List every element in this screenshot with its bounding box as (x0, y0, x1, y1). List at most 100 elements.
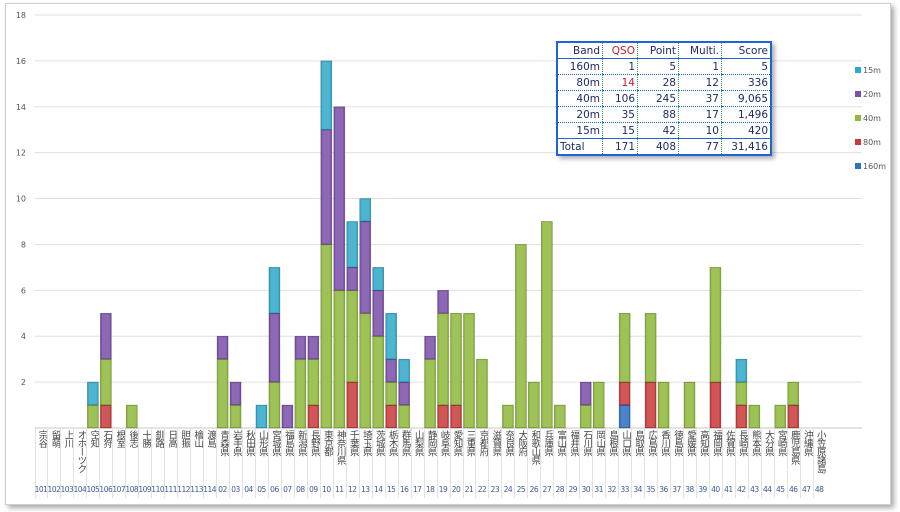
category-separator (125, 428, 127, 498)
bar-segment-40m (125, 404, 138, 429)
bar-highlight (737, 406, 746, 427)
cell: 88 (637, 106, 679, 123)
category-label: 長野県 (308, 430, 320, 456)
category-label: 埼玉県 (360, 430, 372, 456)
category-code: 14 (373, 485, 383, 494)
category-code: 34 (633, 485, 642, 494)
bar-segment-15m (346, 221, 359, 268)
category-code: 09 (309, 485, 318, 494)
summary-row: 40m 106 245 37 9,065 (557, 90, 771, 107)
category-label: 愛知県 (451, 430, 463, 456)
category-separator (280, 428, 282, 498)
bar-highlight (711, 383, 720, 427)
category-code: 46 (788, 485, 798, 494)
category-separator (773, 428, 775, 498)
header-qso: QSO (602, 42, 638, 59)
category-separator (34, 428, 36, 498)
bar-segment-40m (515, 244, 527, 429)
category-label: 胆振 (179, 430, 191, 447)
bar-highlight (322, 130, 331, 244)
cell: 408 (637, 138, 679, 155)
bar-highlight (257, 406, 266, 427)
category-code: 26 (529, 485, 539, 494)
bar-segment-40m (709, 267, 722, 383)
category-code: 20 (451, 485, 461, 494)
bar-highlight (789, 383, 798, 405)
bar-highlight (101, 360, 110, 405)
category-code: 37 (672, 485, 681, 494)
category-separator (436, 428, 438, 498)
category-code: 31 (594, 485, 603, 494)
bar-segment-20m (424, 335, 436, 360)
category-label: 宗谷 (36, 430, 48, 447)
bar-highlight (581, 383, 590, 405)
category-code: 21 (464, 485, 474, 494)
bar-segment-20m (294, 335, 307, 360)
category-label: 和歌山県 (529, 430, 541, 464)
category-separator (760, 428, 762, 498)
bar-highlight (361, 222, 370, 313)
category-separator (397, 428, 399, 498)
bar-highlight (400, 406, 409, 427)
bar-highlight (516, 245, 525, 427)
category-label: 小笠原諸島 (814, 430, 826, 473)
legend-item-15m: 15m (855, 58, 886, 82)
category-code: 35 (646, 485, 655, 494)
category-separator (618, 428, 620, 498)
bar-highlight (400, 383, 409, 405)
summary-table: Band QSO Point Multi. Score 160m 1 5 1 5 80m… (556, 41, 772, 156)
bar-highlight (452, 314, 461, 405)
bar-highlight (348, 291, 357, 382)
cell: 12 (678, 74, 722, 91)
bar-highlight (231, 383, 240, 405)
cell: 17 (678, 106, 722, 123)
bar-highlight (737, 383, 746, 405)
bar-segment-20m (437, 290, 449, 314)
legend-item-80m: 80m (855, 130, 886, 154)
category-separator (99, 428, 101, 498)
cell: 35 (602, 106, 638, 123)
category-label: 宮崎県 (775, 430, 787, 456)
bar-highlight (218, 360, 227, 427)
category-code: 45 (776, 485, 785, 494)
bar-highlight (309, 337, 318, 359)
category-separator (112, 428, 114, 498)
bar-highlight (309, 360, 318, 405)
category-separator (410, 428, 412, 498)
bar-highlight (374, 291, 383, 336)
category-code: 28 (555, 485, 565, 494)
category-separator (73, 428, 75, 498)
category-separator (657, 428, 659, 498)
bar-highlight (322, 245, 331, 427)
bar-highlight (659, 383, 668, 427)
cell: 245 (637, 90, 679, 107)
category-label: 日高 (166, 430, 178, 447)
category-code: 25 (516, 485, 526, 494)
category-separator (553, 428, 555, 498)
category-label: 空知 (88, 430, 100, 447)
category-separator (177, 428, 179, 498)
bar-highlight (88, 406, 97, 427)
bar-highlight (620, 314, 629, 382)
cell: 40m (557, 90, 603, 107)
bar-highlight (296, 337, 305, 359)
legend-label: 40m (863, 113, 881, 123)
category-separator (799, 428, 801, 498)
bar-highlight (387, 406, 396, 427)
bar-highlight (452, 406, 461, 427)
category-label: 大分県 (762, 430, 774, 456)
bar-highlight (646, 383, 655, 427)
category-code: 41 (724, 485, 733, 494)
category-label: 渡島 (205, 430, 217, 447)
bar-segment-15m (87, 381, 99, 406)
header-multi: Multi. (678, 42, 722, 59)
category-separator (138, 428, 140, 498)
category-separator (60, 428, 62, 498)
legend-swatch (855, 139, 861, 145)
category-label: 愛媛県 (685, 430, 696, 456)
category-label: 島根県 (607, 430, 619, 456)
category-label: 山形県 (256, 430, 268, 456)
category-code: 108 (125, 485, 139, 494)
category-code: 30 (581, 485, 590, 494)
category-code: 07 (283, 485, 292, 494)
